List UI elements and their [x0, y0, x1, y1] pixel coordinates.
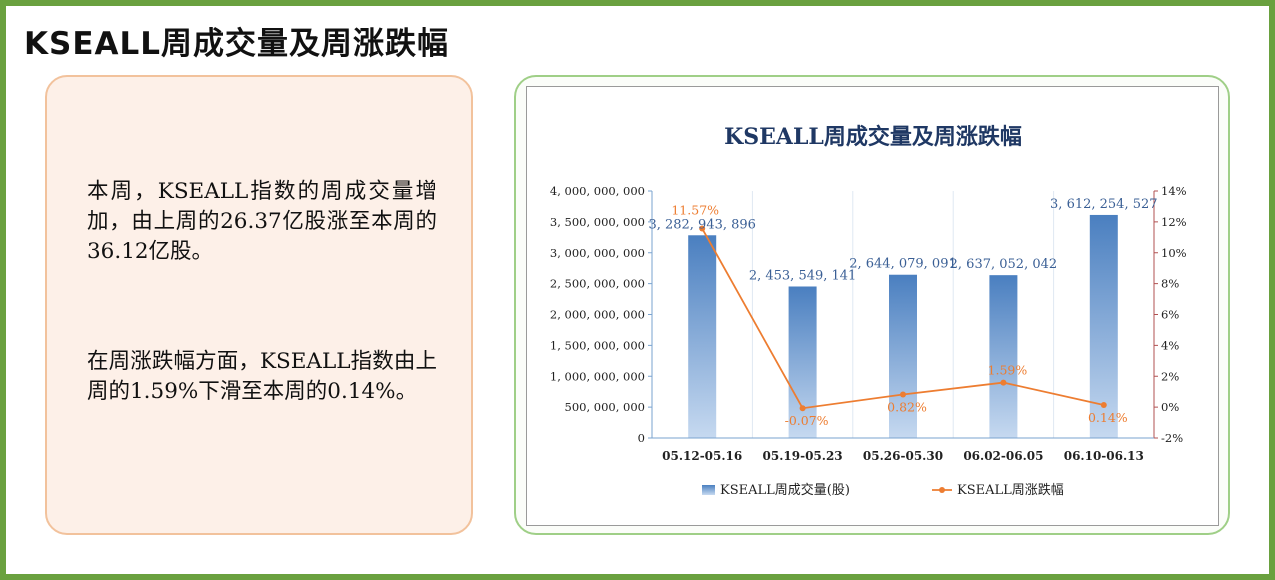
x-axis-category-label: 06.02-06.05: [963, 449, 1043, 463]
x-axis-category-label: 05.19-05.23: [763, 449, 843, 463]
left-axis-tick-label: 2, 000, 000, 000: [550, 308, 645, 322]
combo-chart: KSEALL周成交量及周涨跌幅 0 500, 000, 000 1, 000, 00…: [550, 124, 1187, 498]
change-point-label: 0.82%: [887, 399, 927, 414]
right-axis-tick-label: 6%: [1161, 308, 1179, 322]
change-point: [699, 225, 706, 232]
legend-line-label: KSEALL周涨跌幅: [957, 482, 1064, 498]
right-axis-tick-label: 8%: [1161, 277, 1179, 291]
page-title: KSEALL周成交量及周涨跌幅: [24, 26, 450, 62]
left-axis-tick-label: 3, 500, 000, 000: [550, 215, 645, 229]
right-axis-tick-label: 10%: [1161, 246, 1187, 260]
volume-bar-label: 2, 637, 052, 042: [950, 257, 1058, 272]
legend: KSEALL周成交量(股) KSEALL周涨跌幅: [702, 482, 1064, 498]
legend-bar-label: KSEALL周成交量(股): [720, 482, 850, 498]
commentary-panel: 本周，KSEALL指数的周成交量增加，由上周的26.37亿股涨至本周的36.12…: [45, 75, 473, 535]
volume-bar: [1089, 214, 1118, 438]
commentary-paragraph-change: 在周涨跌幅方面，KSEALL指数由上周的1.59%下滑至本周的0.14%。: [87, 349, 437, 404]
right-axis-tick-label: 12%: [1161, 215, 1187, 229]
bars-layer: [688, 214, 1118, 438]
change-point: [799, 405, 806, 412]
chart-title: KSEALL周成交量及周涨跌幅: [724, 124, 1022, 150]
left-axis-tick-label: 500, 000, 000: [565, 400, 645, 414]
change-point-label: -0.07%: [785, 413, 829, 428]
grid-layer: [751, 191, 1055, 438]
volume-bar-label: 3, 282, 943, 896: [648, 217, 756, 232]
volume-bar: [788, 286, 817, 438]
commentary-paragraph-volume: 本周，KSEALL指数的周成交量增加，由上周的26.37亿股涨至本周的36.12…: [87, 179, 437, 264]
change-point: [1000, 379, 1007, 386]
left-axis-tick-label: 3, 000, 000, 000: [550, 246, 645, 260]
left-axis-tick-label: 0: [638, 431, 645, 445]
right-axis-tick-label: -2%: [1161, 431, 1183, 445]
right-axis-tick-label: 14%: [1161, 184, 1187, 198]
x-axis-category-label: 05.26-05.30: [863, 449, 943, 463]
legend-bar-swatch: [702, 485, 715, 495]
volume-bar: [989, 275, 1018, 438]
change-point: [1100, 401, 1107, 408]
change-point-label: 11.57%: [671, 203, 719, 218]
axes-layer: 0 500, 000, 000 1, 000, 000, 000 1, 500, 00…: [550, 184, 1187, 463]
legend-line-marker: [939, 487, 945, 493]
volume-bar-label: 2, 644, 079, 091: [849, 257, 957, 272]
volume-bar-label: 3, 612, 254, 527: [1050, 197, 1158, 212]
right-axis-tick-label: 4%: [1161, 338, 1179, 352]
x-axis-category-label: 05.12-05.16: [662, 449, 742, 463]
right-axis-tick-label: 2%: [1161, 369, 1179, 383]
left-axis-tick-label: 1, 000, 000, 000: [550, 369, 645, 383]
left-axis-tick-label: 2, 500, 000, 000: [550, 277, 645, 291]
right-axis-tick-label: 0%: [1161, 400, 1179, 414]
volume-bar: [889, 274, 917, 438]
volume-bar: [688, 235, 717, 438]
change-point-label: 0.14%: [1088, 410, 1128, 425]
x-axis-category-label: 06.10-06.13: [1064, 449, 1144, 463]
left-axis-tick-label: 1, 500, 000, 000: [550, 338, 645, 352]
change-point-label: 1.59%: [988, 363, 1028, 378]
line-layer: [699, 225, 1107, 412]
chart-box: KSEALL周成交量及周涨跌幅 0 500, 000, 000 1, 000, 00…: [526, 86, 1219, 526]
change-point: [900, 391, 906, 398]
left-axis-tick-label: 4, 000, 000, 000: [550, 184, 645, 198]
volume-bar-label: 2, 453, 549, 141: [749, 268, 857, 283]
